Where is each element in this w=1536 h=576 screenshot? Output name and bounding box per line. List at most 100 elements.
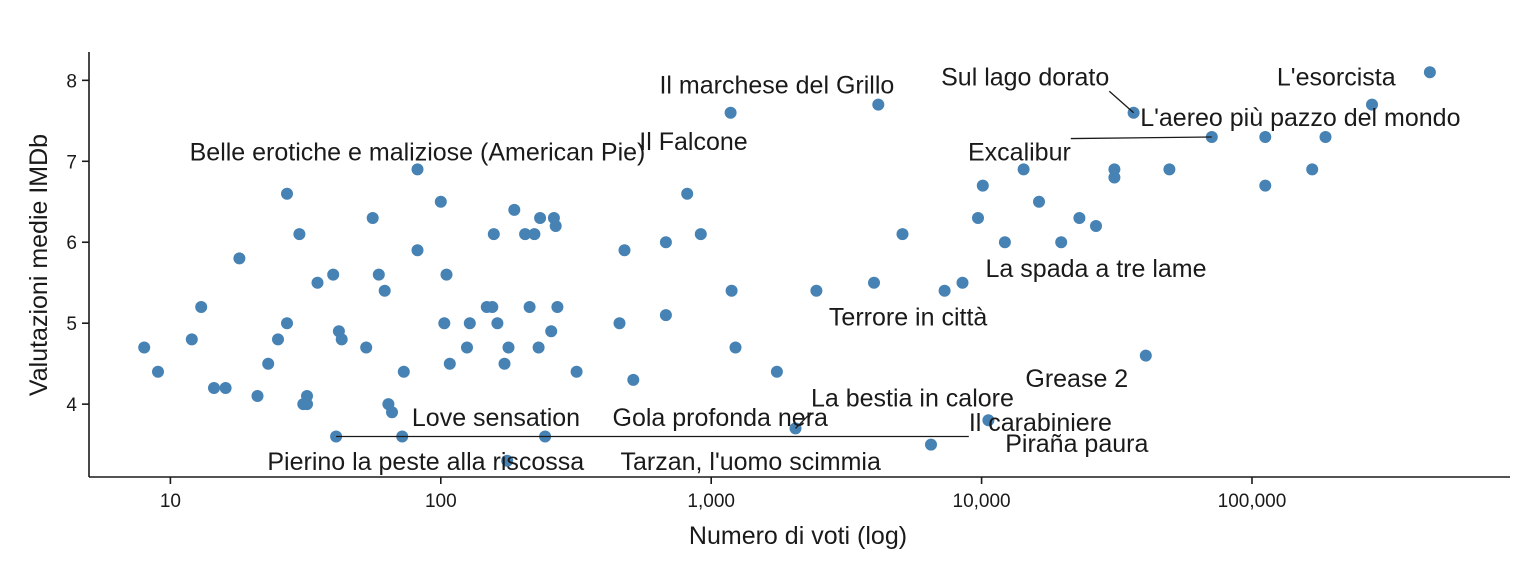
data-point — [659, 236, 672, 249]
data-point — [1033, 195, 1045, 208]
point-label: Belle erotiche e maliziose (American Pie… — [190, 139, 646, 167]
data-point — [208, 382, 220, 394]
data-point — [486, 301, 499, 313]
point-label: Pierino la peste alla riscossa — [267, 448, 584, 476]
point-label: Il carabiniere — [969, 409, 1112, 437]
data-point — [461, 341, 473, 354]
data-point — [502, 341, 515, 354]
data-point — [519, 228, 532, 241]
point-label: La spada a tre lame — [986, 255, 1207, 283]
y-tick-label: 6 — [66, 233, 77, 254]
data-point — [549, 220, 562, 232]
data-point — [327, 268, 340, 281]
point-label: Piraña paura — [1005, 430, 1148, 458]
data-point — [411, 163, 424, 176]
data-point — [233, 252, 246, 265]
data-point — [185, 333, 198, 346]
data-point — [729, 341, 742, 354]
data-point — [219, 382, 232, 394]
data-point — [1139, 349, 1152, 362]
data-point — [532, 341, 545, 354]
x-axis-title: Numero di voti (log) — [689, 522, 907, 550]
data-point — [523, 301, 536, 313]
data-point — [770, 365, 783, 378]
data-point — [251, 390, 264, 402]
data-point — [724, 106, 737, 119]
data-point — [195, 301, 208, 313]
y-axis-title: Valutazioni medie IMDb — [25, 134, 53, 396]
data-point — [372, 268, 385, 281]
point-labels: L'esorcista Sul lago dorato Il marchese de… — [190, 63, 1461, 476]
data-point — [868, 276, 880, 289]
data-point — [152, 365, 164, 378]
data-point — [545, 325, 558, 338]
data-point — [534, 212, 547, 224]
y-tick-label: 5 — [66, 314, 77, 335]
data-point — [1108, 171, 1121, 184]
data-point — [311, 276, 324, 289]
data-point — [281, 187, 293, 200]
point-label: Il marchese del Grillo — [659, 71, 894, 99]
leader-line — [1108, 90, 1135, 114]
point-label: Excalibur — [968, 139, 1071, 167]
data-point — [1017, 163, 1030, 176]
data-point — [810, 284, 823, 297]
axes — [88, 52, 1510, 478]
y-tick-label: 8 — [66, 71, 77, 92]
data-point — [618, 244, 631, 257]
point-label: L'aereo più pazzo del mondo — [1140, 104, 1460, 132]
data-point — [896, 228, 909, 241]
x-tick-label: 10 — [160, 491, 181, 512]
data-point — [262, 357, 275, 370]
data-point — [1055, 236, 1068, 249]
data-point — [976, 179, 989, 192]
data-point — [956, 276, 969, 289]
data-point — [301, 398, 313, 411]
leader-line — [795, 412, 812, 429]
point-label: Terrore in città — [829, 304, 987, 332]
data-point — [872, 98, 885, 111]
data-point — [681, 187, 694, 200]
data-point — [551, 301, 564, 313]
data-point — [443, 357, 456, 370]
data-point — [627, 373, 640, 386]
point-label: Grease 2 — [1025, 365, 1128, 393]
data-point — [438, 317, 451, 330]
data-point — [972, 212, 984, 224]
data-point — [528, 228, 541, 241]
data-point — [982, 414, 995, 427]
data-point — [360, 341, 373, 354]
data-point — [434, 195, 447, 208]
points-layer — [138, 66, 1436, 467]
data-point — [411, 244, 424, 257]
data-point — [272, 333, 284, 346]
data-point — [1073, 212, 1086, 224]
data-point — [440, 268, 453, 281]
point-label: Love sensation — [412, 404, 580, 432]
data-point — [1090, 220, 1102, 232]
data-point — [463, 317, 476, 330]
data-point — [1205, 131, 1218, 143]
point-label: Tarzan, l'uomo scimmia — [620, 448, 880, 476]
data-point — [1319, 131, 1332, 143]
data-point — [491, 317, 504, 330]
data-point — [570, 365, 583, 378]
point-label: Gola profonda nera — [613, 404, 829, 432]
data-point — [1423, 66, 1436, 79]
data-point — [293, 228, 306, 241]
leader-lines — [336, 90, 1212, 438]
data-point — [281, 317, 293, 330]
data-point — [1163, 163, 1176, 176]
point-label: Sul lago dorato — [941, 63, 1109, 91]
data-point — [725, 284, 738, 297]
point-label: Il Falcone — [639, 128, 747, 156]
data-point — [1259, 179, 1272, 192]
point-label: L'esorcista — [1277, 63, 1396, 91]
data-point — [378, 284, 391, 297]
x-tick-label: 10,000 — [953, 491, 1011, 512]
x-tick-label: 100,000 — [1218, 491, 1287, 512]
y-tick-label: 4 — [66, 395, 77, 416]
tick-marks: 10 100 1,000 10,000 100,000 4 5 6 7 8 — [66, 71, 1286, 512]
y-tick-label: 7 — [66, 152, 77, 173]
